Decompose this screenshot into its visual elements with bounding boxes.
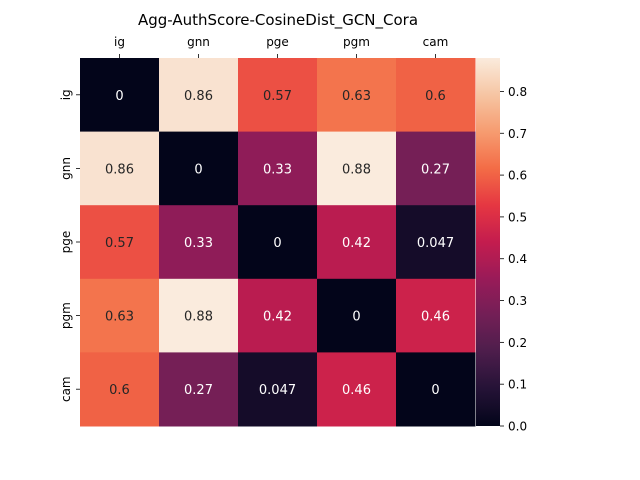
colorbar-tick-label: 0.1: [508, 378, 527, 392]
x-tick-label: gnn: [187, 35, 210, 49]
heatmap-cell: [317, 352, 397, 427]
heatmap-cell: [317, 58, 397, 133]
cell-annotation: 0.27: [421, 162, 450, 177]
heatmap-cell: [159, 131, 239, 206]
heatmap-cell: [159, 352, 239, 427]
x-tick-label: pgm: [343, 35, 370, 49]
cell-annotation: 0.42: [342, 236, 371, 251]
cell-annotation: 0.86: [105, 162, 134, 177]
heatmap-cell: [80, 205, 160, 280]
colorbar-tick-label: 0.6: [508, 169, 527, 183]
heatmap-cell: [238, 352, 318, 427]
cell-annotation: 0.88: [184, 310, 213, 325]
heatmap-cell: [317, 205, 397, 280]
colorbar-tick-label: 0.8: [508, 85, 527, 99]
cell-annotation: 0.86: [184, 89, 213, 104]
heatmap-cell: [317, 131, 397, 206]
heatmap-cells: [80, 58, 476, 427]
cell-annotation: 0.46: [421, 310, 450, 325]
cell-annotation: 0.33: [263, 162, 292, 177]
cell-annotation: 0: [115, 89, 123, 104]
y-tick-label: pgm: [59, 302, 73, 329]
y-tick-label: pge: [59, 231, 73, 254]
cell-annotation: 0: [431, 383, 439, 398]
heatmap-cell: [159, 278, 239, 353]
cell-annotation: 0.6: [109, 383, 130, 398]
y-tick-label: gnn: [59, 157, 73, 180]
heatmap-cell: [80, 58, 160, 133]
heatmap-cell: [238, 278, 318, 353]
cell-annotation: 0.047: [259, 383, 296, 398]
x-tick-label: ig: [114, 35, 125, 49]
heatmap-cell: [396, 205, 476, 280]
colorbar-tick-label: 0.2: [508, 336, 527, 350]
cell-annotation: 0: [273, 236, 281, 251]
cell-annotation: 0.42: [263, 310, 292, 325]
cell-annotation: 0.57: [263, 89, 292, 104]
heatmap-cell: [396, 278, 476, 353]
cell-annotations: 0 0.86 0.57 0.63 0.6 0.86 0 0.33 0.88 0.27 0.57 0.3…: [105, 89, 454, 398]
x-tick-label: pge: [266, 35, 289, 49]
heatmap-cell: [238, 58, 318, 133]
cell-annotation: 0.57: [105, 236, 134, 251]
cell-annotation: 0.27: [184, 383, 213, 398]
colorbar-gradient: [476, 58, 500, 426]
y-tick-label: cam: [59, 376, 73, 402]
cell-annotation: 0.33: [184, 236, 213, 251]
heatmap-cell: [159, 58, 239, 133]
heatmap-cell: [396, 352, 476, 427]
colorbar-tick-label: 0.3: [508, 294, 527, 308]
cell-annotation: 0.63: [342, 89, 371, 104]
colorbar-tick-label: 0.7: [508, 127, 527, 141]
y-tick-label: ig: [59, 89, 73, 100]
colorbar-tick-label: 0.0: [508, 420, 527, 434]
cell-annotation: 0: [194, 162, 202, 177]
cell-annotation: 0.047: [417, 236, 454, 251]
cell-annotation: 0: [352, 310, 360, 325]
x-tick-labels: ig gnn pge pgm cam: [114, 35, 448, 58]
colorbar: 0.0 0.1 0.2 0.3 0.4 0.5 0.6 0.7 0.8: [476, 58, 527, 434]
y-tick-labels: ig gnn pge pgm cam: [59, 89, 80, 402]
colorbar-tick-label: 0.4: [508, 252, 527, 266]
heatmap-cell: [80, 352, 160, 427]
cell-annotation: 0.46: [342, 383, 371, 398]
cell-annotation: 0.88: [342, 162, 371, 177]
heatmap-cell: [396, 58, 476, 133]
heatmap-cell: [159, 205, 239, 280]
cell-annotation: 0.6: [425, 89, 446, 104]
colorbar-tick-label: 0.5: [508, 210, 527, 224]
heatmap-cell: [317, 278, 397, 353]
heatmap-cell: [396, 131, 476, 206]
x-tick-label: cam: [423, 35, 449, 49]
chart-title: Agg-AuthScore-CosineDist_GCN_Cora: [138, 11, 418, 30]
cell-annotation: 0.63: [105, 310, 134, 325]
heatmap-cell: [80, 131, 160, 206]
heatmap-cell: [238, 131, 318, 206]
heatmap-cell: [238, 205, 318, 280]
heatmap-cell: [80, 278, 160, 353]
